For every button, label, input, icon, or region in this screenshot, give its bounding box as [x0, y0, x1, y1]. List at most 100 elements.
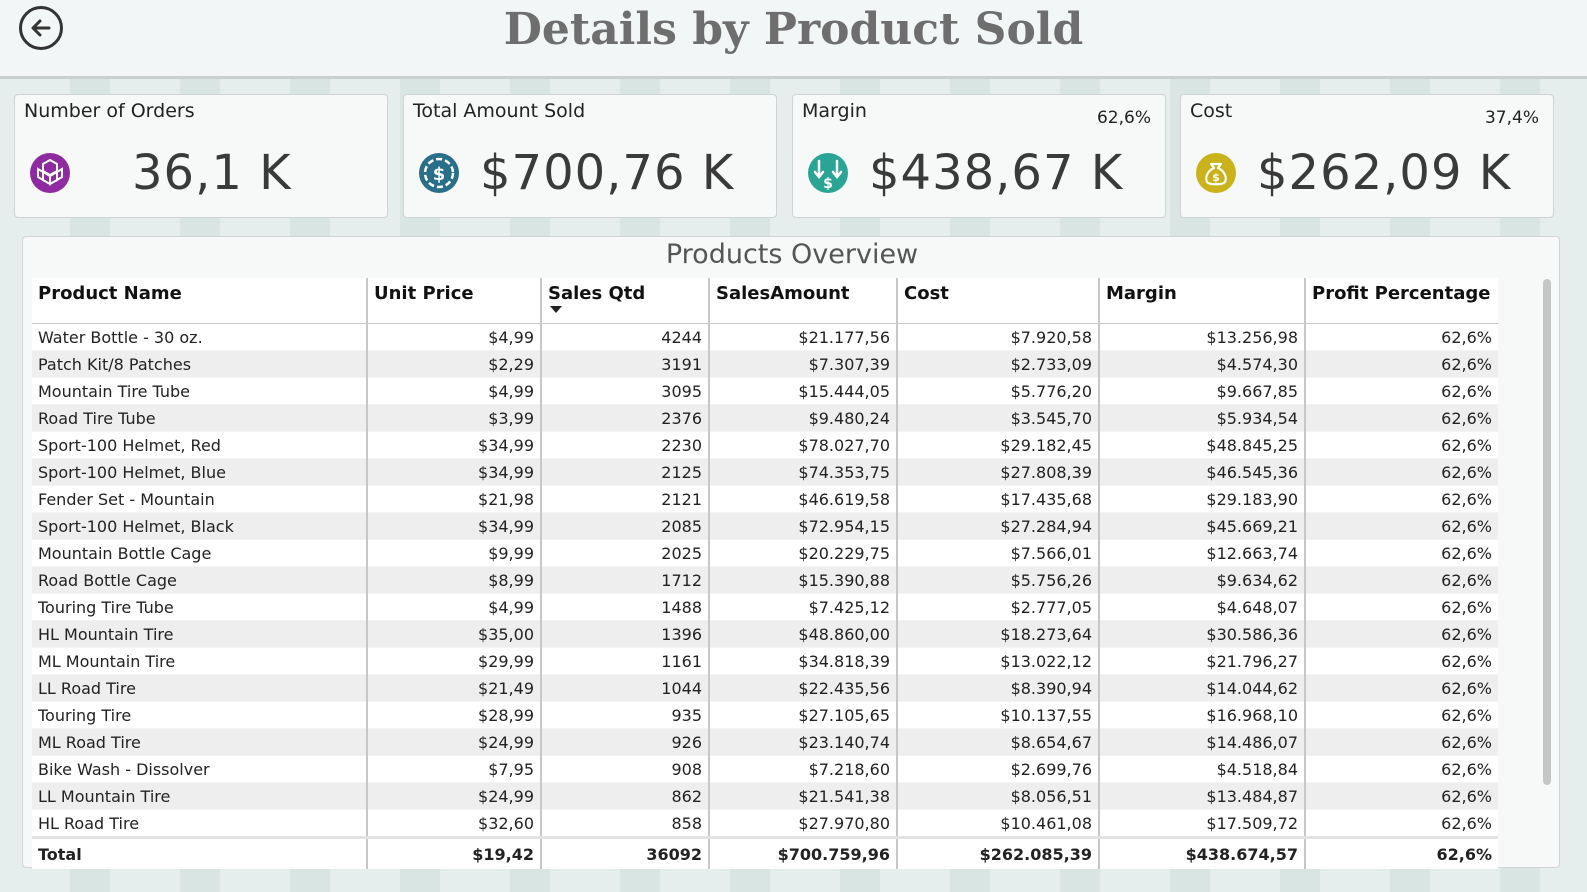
- table-row[interactable]: LL Mountain Tire $24,99 862 $21.541,38 $8.05…: [32, 782, 1498, 810]
- cell-sales-qtd: 926: [541, 728, 710, 756]
- table-header-row: Product Name Unit Price Sales Qtd SalesA…: [32, 278, 1498, 324]
- table-row[interactable]: Water Bottle - 30 oz. $4,99 4244 $21.177,56…: [32, 323, 1498, 351]
- cell-sales-qtd: 908: [541, 755, 710, 783]
- table-row[interactable]: ML Mountain Tire $29,99 1161 $34.818,39 $13.…: [32, 647, 1498, 675]
- svg-text:$: $: [433, 164, 446, 185]
- table-row[interactable]: Road Tire Tube $3,99 2376 $9.480,24 $3.545,7…: [32, 404, 1498, 432]
- table-row[interactable]: Patch Kit/8 Patches $2,29 3191 $7.307,39 $2.…: [32, 350, 1498, 378]
- dollar-coin-icon: $: [419, 153, 459, 193]
- cell-sales-qtd: 2025: [541, 539, 710, 567]
- table-row[interactable]: Mountain Bottle Cage $9,99 2025 $20.229,75 $…: [32, 539, 1498, 567]
- cell-cost: $8.056,51: [897, 782, 1100, 810]
- table-row[interactable]: Touring Tire $28,99 935 $27.105,65 $10.137,5…: [32, 701, 1498, 729]
- cell-sales-amount: $21.541,38: [709, 782, 898, 810]
- cell-margin: $9.634,62: [1099, 566, 1306, 594]
- total-cost: $262.085,39: [897, 836, 1100, 869]
- money-flow-icon: $: [808, 153, 848, 193]
- cell-product-name: Sport-100 Helmet, Blue: [32, 458, 368, 486]
- cell-unit-price: $4,99: [367, 323, 542, 351]
- cell-profit-percentage: 62,6%: [1305, 485, 1498, 513]
- cell-cost: $7.566,01: [897, 539, 1100, 567]
- table-row[interactable]: Sport-100 Helmet, Blue $34,99 2125 $74.353,…: [32, 458, 1498, 486]
- cell-unit-price: $24,99: [367, 782, 542, 810]
- table-row[interactable]: HL Road Tire $32,60 858 $27.970,80 $10.461,0…: [32, 809, 1498, 838]
- header-bar: Details by Product Sold: [0, 0, 1587, 79]
- column-header-margin[interactable]: Margin: [1099, 278, 1306, 324]
- cell-cost: $8.390,94: [897, 674, 1100, 702]
- cell-cost: $3.545,70: [897, 404, 1100, 432]
- vertical-scrollbar[interactable]: [1543, 279, 1551, 785]
- cell-sales-qtd: 3095: [541, 377, 710, 405]
- cell-margin: $45.669,21: [1099, 512, 1306, 540]
- column-header-sales-amount[interactable]: SalesAmount: [709, 278, 898, 324]
- cell-cost: $8.654,67: [897, 728, 1100, 756]
- kpi-label: Margin: [802, 100, 867, 122]
- cell-margin: $9.667,85: [1099, 377, 1306, 405]
- total-margin: $438.674,57: [1099, 836, 1306, 869]
- total-unit-price: $19,42: [367, 836, 542, 869]
- kpi-card-cost: Cost 37,4% $ $262,09 K: [1180, 94, 1554, 218]
- table-row[interactable]: Sport-100 Helmet, Black $34,99 2085 $72.954…: [32, 512, 1498, 540]
- cell-sales-qtd: 2121: [541, 485, 710, 513]
- table-row[interactable]: Sport-100 Helmet, Red $34,99 2230 $78.027,7…: [32, 431, 1498, 459]
- total-label: Total: [32, 836, 368, 869]
- cell-profit-percentage: 62,6%: [1305, 431, 1498, 459]
- column-header-product-name[interactable]: Product Name: [32, 278, 368, 324]
- column-header-cost[interactable]: Cost: [897, 278, 1100, 324]
- table-row[interactable]: Road Bottle Cage $8,99 1712 $15.390,88 $5.75…: [32, 566, 1498, 594]
- cell-profit-percentage: 62,6%: [1305, 350, 1498, 378]
- cell-sales-qtd: 4244: [541, 323, 710, 351]
- cell-unit-price: $2,29: [367, 350, 542, 378]
- column-header-label: Sales Qtd: [548, 283, 646, 304]
- table-row[interactable]: Mountain Tire Tube $4,99 3095 $15.444,05 $5.…: [32, 377, 1498, 405]
- cell-unit-price: $8,99: [367, 566, 542, 594]
- cell-margin: $29.183,90: [1099, 485, 1306, 513]
- column-header-unit-price[interactable]: Unit Price: [367, 278, 542, 324]
- cell-margin: $30.586,36: [1099, 620, 1306, 648]
- cell-unit-price: $21,98: [367, 485, 542, 513]
- table-row[interactable]: LL Road Tire $21,49 1044 $22.435,56 $8.390,9…: [32, 674, 1498, 702]
- cell-cost: $2.699,76: [897, 755, 1100, 783]
- cell-margin: $4.518,84: [1099, 755, 1306, 783]
- table-row[interactable]: Bike Wash - Dissolver $7,95 908 $7.218,60 $2…: [32, 755, 1498, 783]
- column-header-profit-percentage[interactable]: Profit Percentage: [1305, 278, 1498, 324]
- cell-profit-percentage: 62,6%: [1305, 593, 1498, 621]
- table-row[interactable]: Fender Set - Mountain $21,98 2121 $46.619,5…: [32, 485, 1498, 513]
- kpi-label: Total Amount Sold: [413, 100, 586, 122]
- cell-sales-qtd: 1488: [541, 593, 710, 621]
- cell-cost: $17.435,68: [897, 485, 1100, 513]
- cell-sales-amount: $27.105,65: [709, 701, 898, 729]
- cell-product-name: LL Road Tire: [32, 674, 368, 702]
- cell-sales-amount: $78.027,70: [709, 431, 898, 459]
- cell-profit-percentage: 62,6%: [1305, 404, 1498, 432]
- cell-margin: $4.648,07: [1099, 593, 1306, 621]
- table-row[interactable]: ML Road Tire $24,99 926 $23.140,74 $8.654,67…: [32, 728, 1498, 756]
- cell-product-name: Patch Kit/8 Patches: [32, 350, 368, 378]
- cell-profit-percentage: 62,6%: [1305, 782, 1498, 810]
- cubes-icon: [30, 153, 70, 193]
- cell-sales-qtd: 2125: [541, 458, 710, 486]
- cell-sales-qtd: 1396: [541, 620, 710, 648]
- cell-sales-amount: $9.480,24: [709, 404, 898, 432]
- cell-profit-percentage: 62,6%: [1305, 674, 1498, 702]
- table-row[interactable]: Touring Tire Tube $4,99 1488 $7.425,12 $2.77…: [32, 593, 1498, 621]
- cell-cost: $5.756,26: [897, 566, 1100, 594]
- back-button[interactable]: [19, 6, 63, 50]
- cell-unit-price: $3,99: [367, 404, 542, 432]
- svg-text:$: $: [823, 176, 833, 192]
- table-row[interactable]: HL Mountain Tire $35,00 1396 $48.860,00 $18.…: [32, 620, 1498, 648]
- cell-sales-amount: $27.970,80: [709, 809, 898, 838]
- cell-product-name: Touring Tire: [32, 701, 368, 729]
- column-header-sales-qtd[interactable]: Sales Qtd: [541, 278, 710, 324]
- cell-profit-percentage: 62,6%: [1305, 566, 1498, 594]
- table-body: Water Bottle - 30 oz. $4,99 4244 $21.177,56…: [32, 323, 1498, 838]
- cell-product-name: Fender Set - Mountain: [32, 485, 368, 513]
- cell-sales-amount: $46.619,58: [709, 485, 898, 513]
- svg-text:$: $: [1212, 171, 1220, 184]
- money-bag-icon: $: [1196, 153, 1236, 193]
- cell-sales-amount: $72.954,15: [709, 512, 898, 540]
- cell-sales-amount: $15.444,05: [709, 377, 898, 405]
- cell-sales-qtd: 935: [541, 701, 710, 729]
- cell-sales-qtd: 1161: [541, 647, 710, 675]
- kpi-percentage: 37,4%: [1484, 108, 1539, 128]
